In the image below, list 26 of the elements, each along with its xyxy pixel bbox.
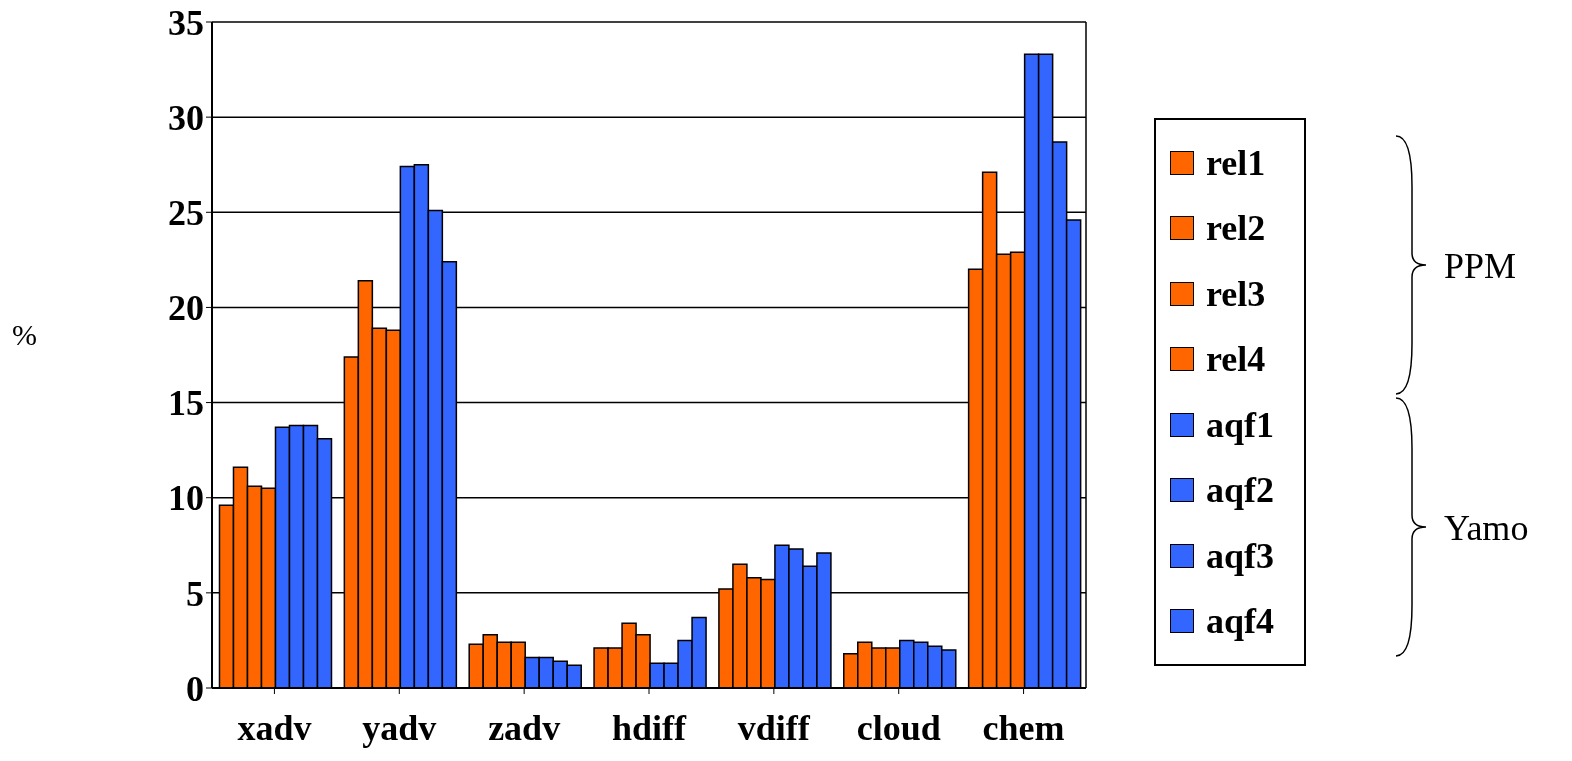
legend-label: aqf3 xyxy=(1206,534,1275,577)
legend-label: rel4 xyxy=(1206,338,1266,381)
x-tick-label: cloud xyxy=(856,707,941,748)
y-axis-title: % xyxy=(12,318,37,352)
legend-label: aqf1 xyxy=(1206,403,1275,446)
y-tick-label: 35 xyxy=(168,2,204,43)
x-tick-label: vdiff xyxy=(737,707,811,748)
y-tick-label: 20 xyxy=(168,288,204,329)
x-tick-label: hdiff xyxy=(611,707,688,748)
text: PPM xyxy=(1444,245,1517,287)
x-tick-label: xadv xyxy=(237,707,312,748)
y-tick-label: 25 xyxy=(168,193,204,234)
x-tick-label: zadv xyxy=(488,707,561,748)
y-tick-label: 15 xyxy=(168,383,204,424)
y-tick-label: 5 xyxy=(186,573,204,614)
y-tick-label: 30 xyxy=(168,97,204,138)
legend-label: rel2 xyxy=(1206,207,1266,250)
x-tick-label: yadv xyxy=(362,707,437,748)
legend-label: rel1 xyxy=(1206,141,1266,184)
y-tick-label: 0 xyxy=(186,668,204,709)
legend-label: aqf2 xyxy=(1206,469,1275,512)
x-tick-label: chem xyxy=(982,707,1065,748)
text: Yamo xyxy=(1444,507,1529,549)
y-tick-label: 10 xyxy=(168,478,204,519)
legend-label: rel3 xyxy=(1206,272,1266,315)
legend-label: aqf4 xyxy=(1206,600,1275,643)
